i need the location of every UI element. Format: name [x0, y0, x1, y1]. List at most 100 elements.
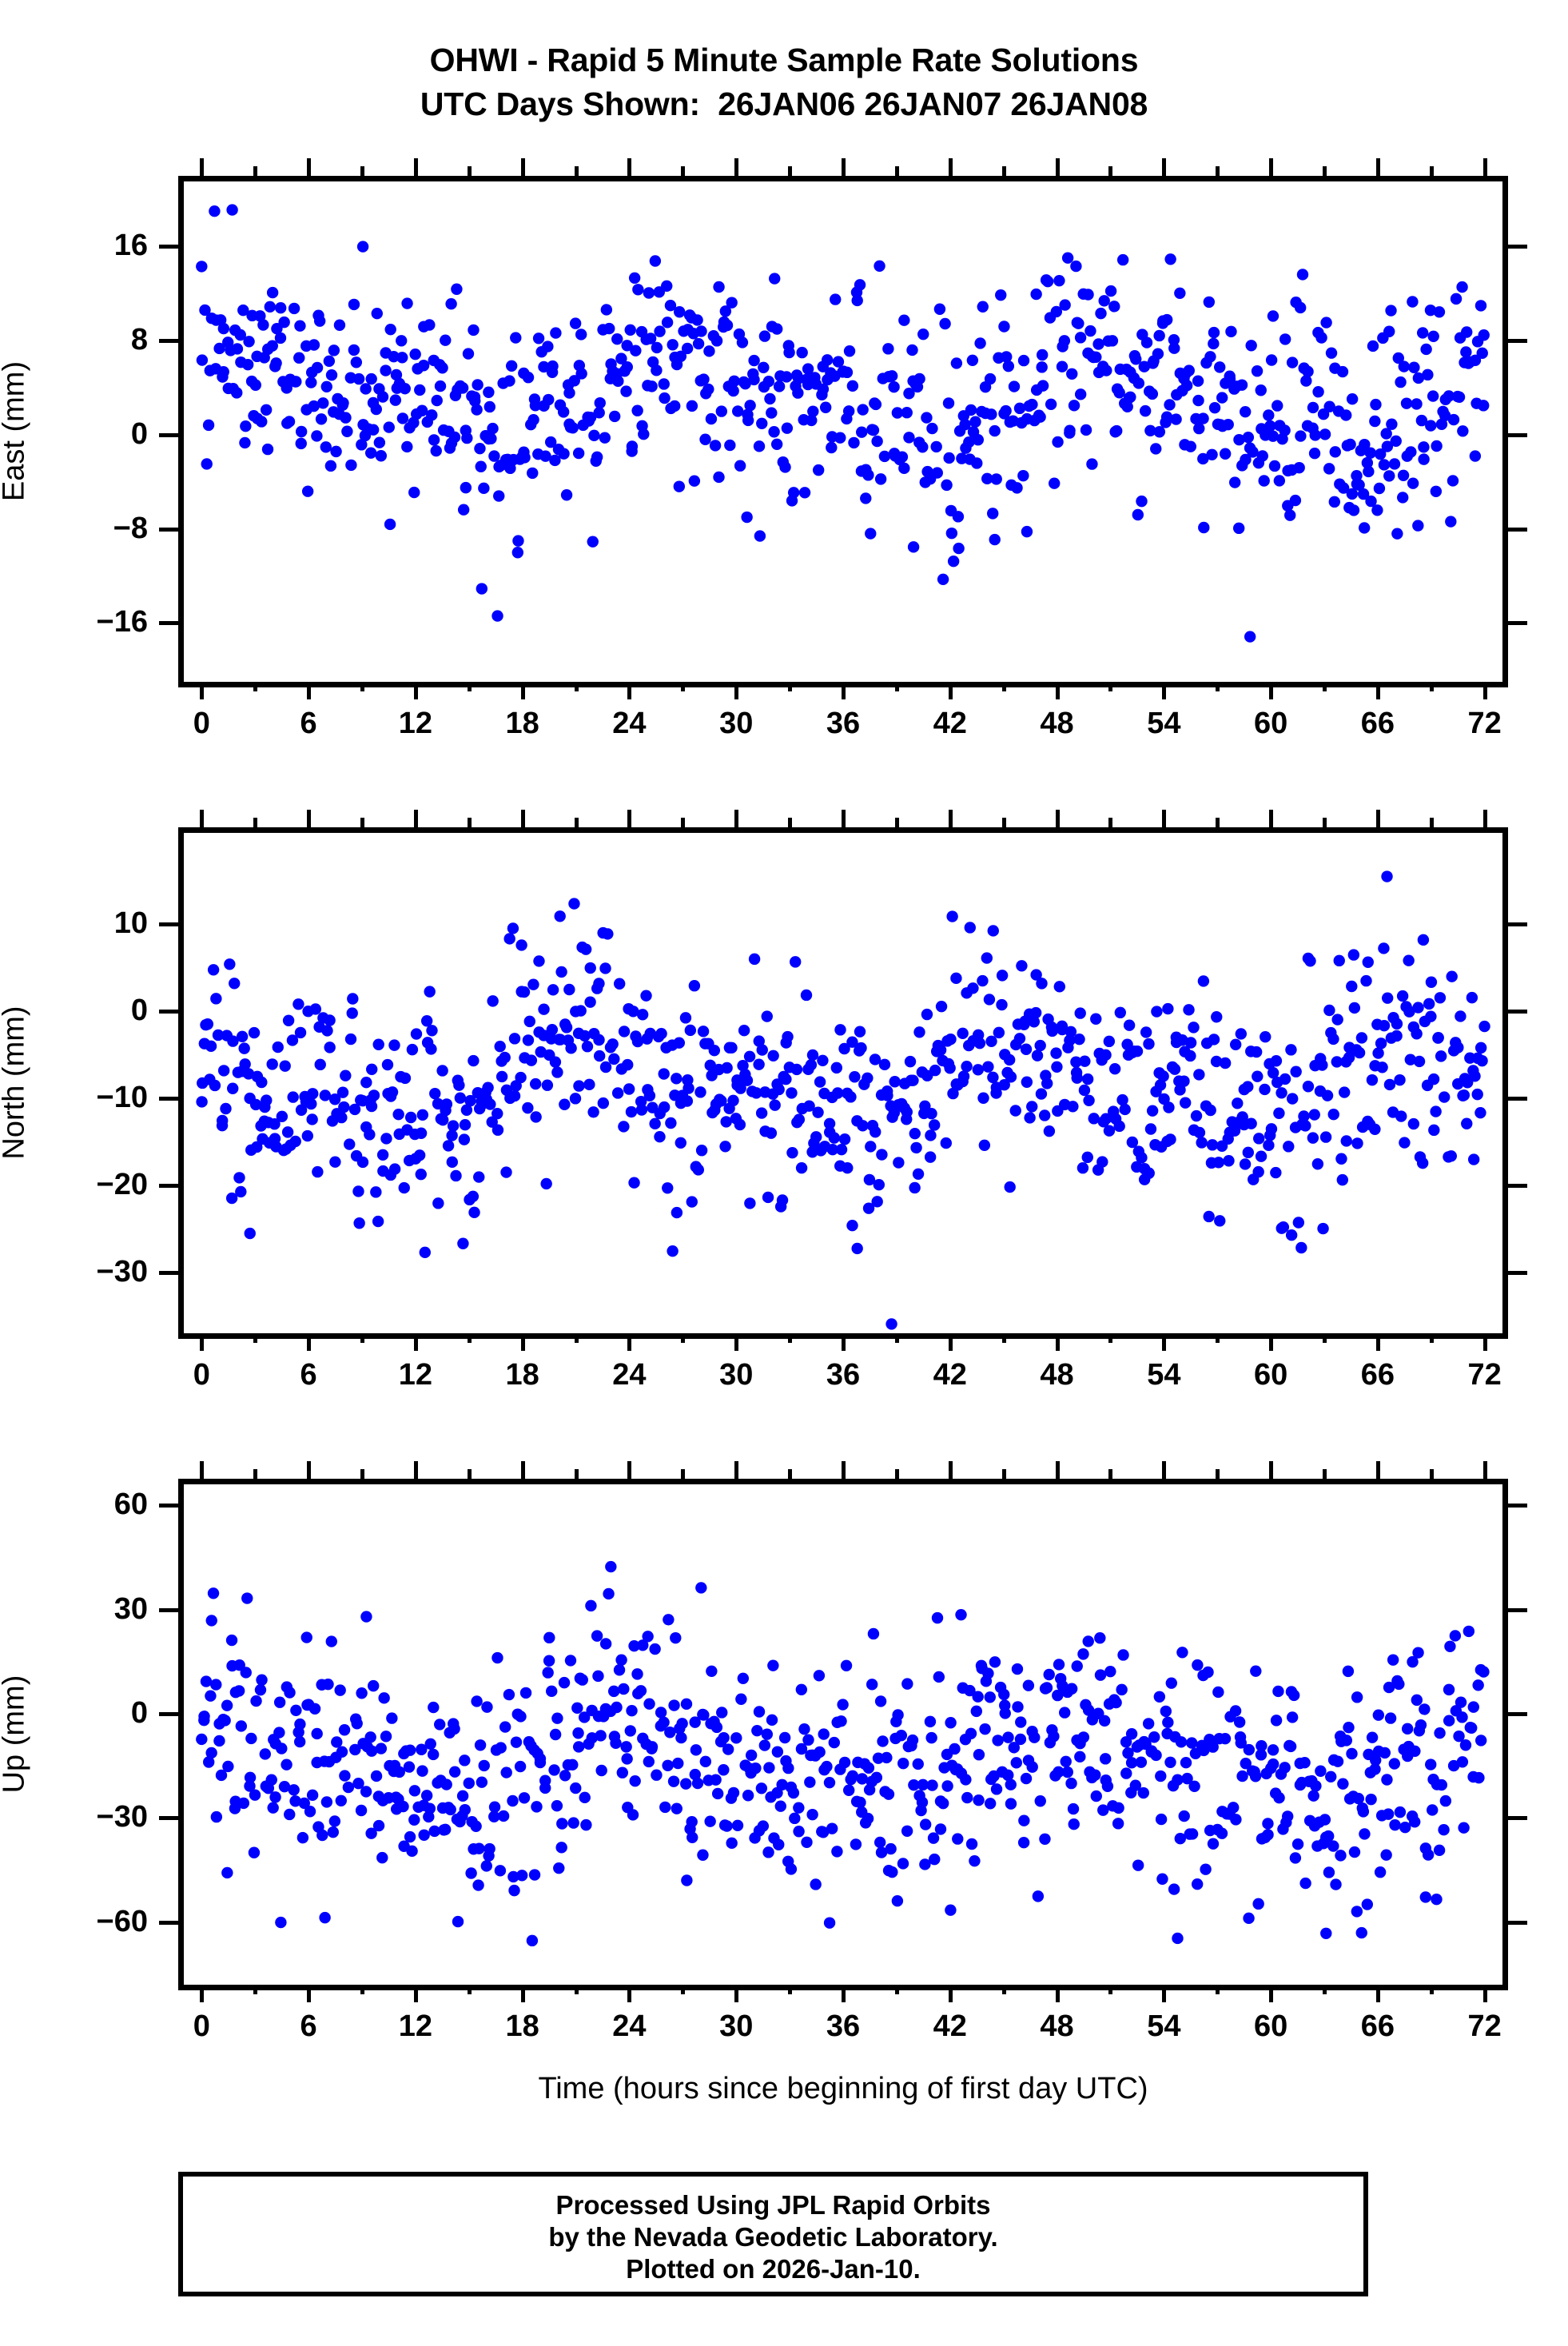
data-point — [547, 984, 559, 996]
data-point — [205, 1615, 217, 1627]
data-point — [724, 439, 736, 452]
data-point — [1092, 338, 1104, 350]
data-point — [658, 1068, 670, 1080]
data-point — [726, 297, 738, 309]
data-point — [1168, 342, 1180, 354]
data-point — [476, 583, 488, 595]
data-point — [874, 1695, 887, 1707]
data-point — [274, 332, 287, 345]
data-point — [1353, 479, 1365, 491]
data-point — [226, 204, 238, 216]
data-point — [1067, 1101, 1079, 1113]
data-point — [452, 1915, 464, 1928]
x-tick-north-15 — [468, 1333, 472, 1343]
data-point — [1163, 1101, 1175, 1113]
x-tick-up-33 — [788, 1985, 792, 1994]
data-point — [1379, 1747, 1391, 1759]
data-point — [1143, 1038, 1155, 1050]
data-point — [719, 305, 732, 317]
data-point — [1300, 375, 1312, 387]
data-point — [697, 1849, 709, 1861]
data-point — [972, 1691, 984, 1703]
data-point — [432, 1097, 444, 1110]
data-point — [1289, 1852, 1302, 1864]
data-point — [234, 329, 246, 341]
data-point — [269, 1791, 281, 1803]
data-point — [1362, 956, 1374, 968]
data-point — [1323, 463, 1335, 475]
data-point — [628, 1177, 640, 1189]
data-point — [1153, 1691, 1166, 1703]
data-point — [667, 1775, 680, 1787]
data-point — [1375, 1038, 1387, 1050]
data-point — [686, 400, 698, 412]
data-point — [239, 1058, 251, 1070]
data-point — [250, 1695, 262, 1707]
data-point — [196, 1733, 208, 1746]
data-point — [628, 272, 641, 284]
data-point — [1112, 1818, 1124, 1830]
data-point — [1168, 333, 1180, 346]
data-point — [1164, 253, 1176, 265]
x-tick-east-42 — [949, 682, 953, 699]
data-point — [534, 1753, 547, 1765]
data-point — [921, 412, 933, 424]
x-tick-north-54 — [1162, 1333, 1166, 1351]
data-point — [878, 450, 891, 463]
data-point — [1170, 413, 1182, 425]
data-point — [1328, 496, 1340, 508]
y-tick-north--30 — [159, 1271, 178, 1275]
data-point — [1178, 1075, 1190, 1087]
data-point — [1174, 1833, 1187, 1845]
data-point — [488, 1801, 501, 1813]
data-point — [205, 1690, 217, 1702]
data-point — [555, 1842, 567, 1854]
data-point — [1146, 388, 1159, 400]
data-point — [313, 315, 326, 327]
data-point — [635, 1685, 647, 1697]
data-point — [1174, 287, 1186, 299]
data-point — [1392, 352, 1404, 364]
data-point — [404, 1111, 417, 1124]
data-point — [726, 1837, 738, 1850]
data-point — [1053, 1766, 1065, 1778]
data-point — [892, 1709, 904, 1721]
data-point — [1435, 418, 1448, 430]
data-point — [549, 1728, 562, 1741]
data-point — [578, 1711, 591, 1723]
data-point — [754, 530, 766, 542]
data-point — [328, 345, 340, 356]
title-line-1: OHWI - Rapid 5 Minute Sample Rate Soluti… — [429, 42, 1139, 78]
data-point — [353, 1217, 365, 1229]
data-point — [1192, 1659, 1204, 1671]
data-point — [1137, 1786, 1149, 1799]
x-tick-top-east-60 — [1269, 158, 1273, 176]
data-point — [1154, 1079, 1167, 1091]
data-point — [244, 1780, 256, 1792]
data-point — [406, 1043, 419, 1056]
data-point — [568, 375, 580, 387]
data-point — [525, 1054, 538, 1066]
data-point — [493, 490, 505, 502]
data-point — [1443, 390, 1455, 402]
y-tick-north-0 — [159, 1010, 178, 1014]
data-point — [348, 1103, 361, 1116]
data-point — [511, 547, 524, 559]
x-tick-top-up-6 — [307, 1461, 311, 1479]
data-point — [1002, 360, 1015, 372]
data-point — [646, 1743, 658, 1755]
data-point — [643, 1698, 655, 1710]
data-point — [1074, 1007, 1086, 1019]
data-point — [969, 1854, 981, 1867]
data-point — [817, 1054, 829, 1066]
y-tick-east--16 — [159, 621, 178, 625]
data-point — [812, 1106, 824, 1118]
data-point — [1456, 1756, 1469, 1768]
y-tick-right-east-16 — [1508, 245, 1527, 249]
data-point — [249, 1098, 262, 1111]
x-tick-up-30 — [734, 1985, 738, 2002]
data-point — [1425, 1759, 1437, 1770]
data-point — [1078, 1084, 1091, 1097]
data-point — [1273, 1792, 1285, 1804]
data-point — [1343, 1051, 1355, 1064]
